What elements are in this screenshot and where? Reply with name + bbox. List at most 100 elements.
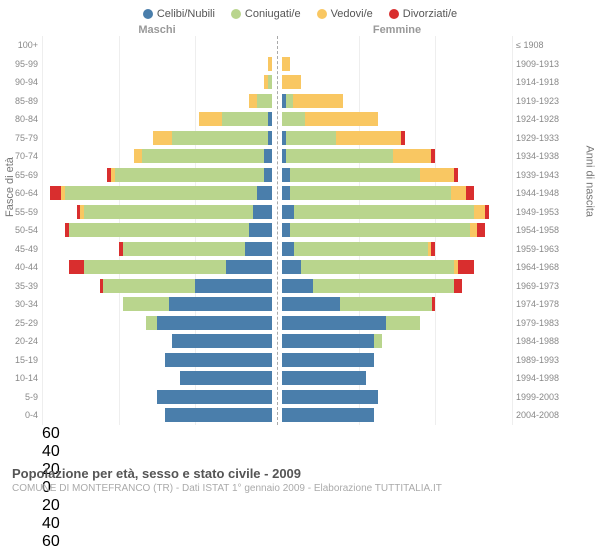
chart-subtitle: COMUNE DI MONTEFRANCO (TR) - Dati ISTAT …	[12, 483, 588, 494]
bar-segment	[282, 260, 301, 274]
bar-segment	[290, 168, 420, 182]
bar-segment	[257, 94, 272, 108]
male-bar	[42, 371, 272, 385]
birth-year-label: 1969-1973	[512, 281, 566, 291]
age-label: 85-89	[8, 96, 42, 106]
bar-segment	[172, 131, 268, 145]
male-bar	[42, 94, 272, 108]
age-label: 0-4	[8, 410, 42, 420]
bar-segment	[374, 334, 382, 348]
male-bar	[42, 57, 272, 71]
age-row: 25-291979-1983	[8, 314, 592, 333]
bar-segment	[282, 279, 313, 293]
female-header: Femmine	[282, 24, 512, 36]
legend-item: Coniugati/e	[231, 8, 301, 20]
bar-segment	[393, 149, 431, 163]
center-line	[277, 36, 278, 425]
age-row: 20-241984-1988	[8, 332, 592, 351]
bar-segment	[470, 223, 478, 237]
age-label: 35-39	[8, 281, 42, 291]
birth-year-label: 1944-1948	[512, 188, 566, 198]
female-bar	[282, 75, 512, 89]
age-row: 10-141994-1998	[8, 369, 592, 388]
age-row: 55-59 1949-1953	[8, 203, 592, 222]
bar-segment	[165, 408, 272, 422]
age-row: 70-741934-1938	[8, 147, 592, 166]
legend-swatch	[231, 9, 241, 19]
female-bar	[282, 168, 512, 182]
bar-segment	[123, 242, 246, 256]
bar-segment	[313, 279, 455, 293]
birth-year-label: 1919-1923	[512, 96, 566, 106]
x-axis: 6040200204060	[42, 425, 538, 439]
bar-segment	[222, 112, 268, 126]
female-bar	[282, 149, 512, 163]
age-row: 35-39 1969-1973	[8, 277, 592, 296]
bar-segment	[466, 186, 474, 200]
bar-segment	[282, 223, 290, 237]
female-bar	[282, 112, 512, 126]
bar-segment	[282, 242, 294, 256]
male-bar	[42, 260, 272, 274]
female-bar	[282, 334, 512, 348]
bar-segment	[84, 260, 226, 274]
bar-segment	[282, 75, 301, 89]
bar-segment	[454, 168, 458, 182]
male-bar	[42, 297, 272, 311]
female-bar	[282, 186, 512, 200]
bar-segment	[282, 186, 290, 200]
age-row: 15-191989-1993	[8, 351, 592, 370]
bar-segment	[458, 260, 473, 274]
bar-segment	[432, 297, 436, 311]
x-tick: 20	[42, 497, 538, 515]
female-bar	[282, 242, 512, 256]
age-row: 75-791929-1933	[8, 129, 592, 148]
birth-year-label: 1949-1953	[512, 207, 566, 217]
birth-year-label: 1964-1968	[512, 262, 566, 272]
bar-segment	[245, 242, 272, 256]
column-headers: Maschi Femmine	[8, 24, 592, 36]
bar-segment	[50, 186, 62, 200]
bar-segment	[157, 316, 272, 330]
birth-year-label: 1989-1993	[512, 355, 566, 365]
male-bar	[42, 205, 272, 219]
age-row: 65-691939-1943	[8, 166, 592, 185]
bar-segment	[142, 149, 265, 163]
age-label: 60-64	[8, 188, 42, 198]
legend-item: Divorziati/e	[389, 8, 457, 20]
bar-segment	[305, 112, 378, 126]
age-label: 95-99	[8, 59, 42, 69]
bar-segment	[282, 112, 305, 126]
age-label: 55-59	[8, 207, 42, 217]
legend-swatch	[389, 9, 399, 19]
age-label: 50-54	[8, 225, 42, 235]
male-bar	[42, 353, 272, 367]
female-bar	[282, 260, 512, 274]
age-label: 5-9	[8, 392, 42, 402]
male-bar	[42, 112, 272, 126]
x-tick: 60	[42, 533, 538, 551]
age-row: 5-91999-2003	[8, 388, 592, 407]
age-row: 80-841924-1928	[8, 110, 592, 129]
female-bar	[282, 57, 512, 71]
female-bar	[282, 353, 512, 367]
bar-segment	[84, 205, 253, 219]
age-label: 25-29	[8, 318, 42, 328]
age-row: 40-441964-1968	[8, 258, 592, 277]
birth-year-label: ≤ 1908	[512, 40, 566, 50]
bar-segment	[282, 205, 294, 219]
age-label: 20-24	[8, 336, 42, 346]
female-bar	[282, 371, 512, 385]
birth-year-label: 1924-1928	[512, 114, 566, 124]
birth-year-label: 1974-1978	[512, 299, 566, 309]
birth-year-label: 1954-1958	[512, 225, 566, 235]
age-row: 0-42004-2008	[8, 406, 592, 425]
age-label: 30-34	[8, 299, 42, 309]
age-label: 45-49	[8, 244, 42, 254]
age-row: 45-491959-1963	[8, 240, 592, 259]
bar-segment	[172, 334, 272, 348]
bar-segment	[282, 297, 340, 311]
bar-segment	[282, 168, 290, 182]
bar-segment	[340, 297, 432, 311]
bar-segment	[286, 149, 393, 163]
